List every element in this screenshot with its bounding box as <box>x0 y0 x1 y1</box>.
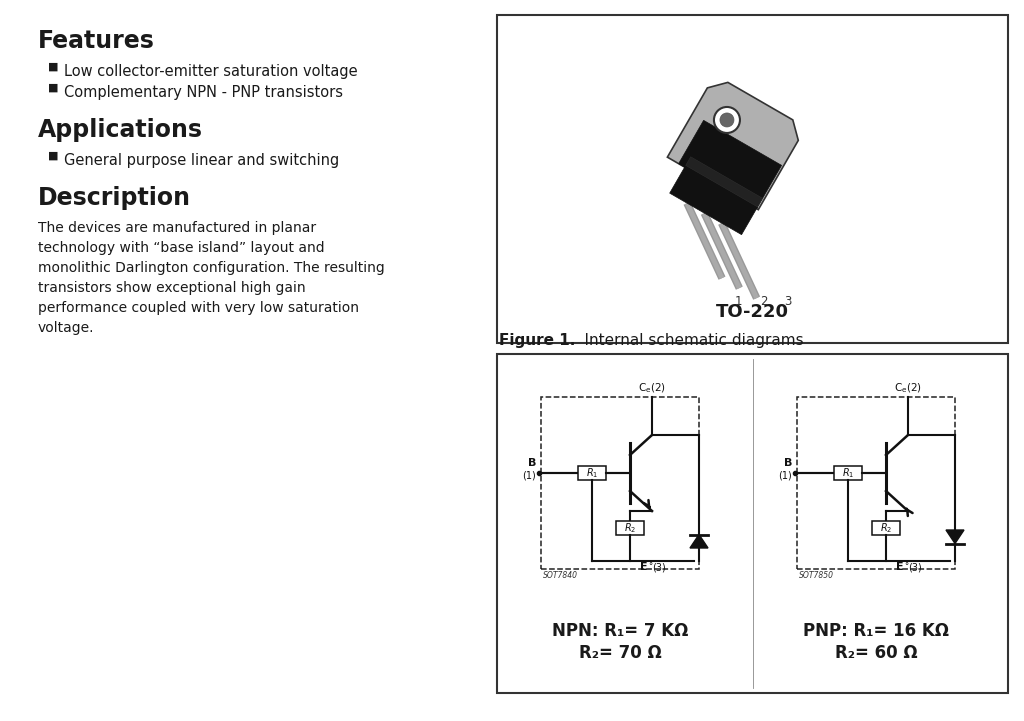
Text: Low collector-emitter saturation voltage: Low collector-emitter saturation voltage <box>63 64 357 79</box>
Text: R₂= 60 Ω: R₂= 60 Ω <box>835 644 918 662</box>
Polygon shape <box>679 120 781 208</box>
Text: Applications: Applications <box>38 118 203 142</box>
Bar <box>797 397 955 569</box>
Text: ■: ■ <box>48 151 58 161</box>
Text: (3): (3) <box>652 562 666 572</box>
Text: TO-220: TO-220 <box>716 303 790 321</box>
Text: Internal schematic diagrams: Internal schematic diagrams <box>565 333 804 348</box>
Text: The devices are manufactured in planar
technology with “base island” layout and
: The devices are manufactured in planar t… <box>38 221 385 335</box>
Text: °: ° <box>648 562 652 571</box>
Text: $R_1$: $R_1$ <box>842 466 854 480</box>
Polygon shape <box>690 534 708 548</box>
Text: B: B <box>527 458 536 468</box>
Text: NPN: R₁= 7 KΩ: NPN: R₁= 7 KΩ <box>552 622 688 640</box>
Text: (3): (3) <box>908 562 922 572</box>
Circle shape <box>720 113 734 127</box>
Bar <box>872 521 900 535</box>
Text: $R_2$: $R_2$ <box>880 521 892 535</box>
Bar <box>834 466 862 480</box>
Text: 2: 2 <box>760 295 768 308</box>
Bar <box>541 397 699 569</box>
Text: 3: 3 <box>784 295 792 308</box>
Text: $\mathregular{C_e}$(2): $\mathregular{C_e}$(2) <box>638 381 666 395</box>
Text: $\mathregular{C_e}$(2): $\mathregular{C_e}$(2) <box>894 381 922 395</box>
Text: E: E <box>640 562 647 572</box>
Bar <box>578 466 606 480</box>
Text: (1): (1) <box>522 470 536 480</box>
Text: $R_1$: $R_1$ <box>586 466 598 480</box>
Polygon shape <box>670 165 758 234</box>
Text: Features: Features <box>38 29 155 53</box>
Text: (1): (1) <box>778 470 792 480</box>
Text: SOT7840: SOT7840 <box>543 571 578 580</box>
Text: SOT7850: SOT7850 <box>799 571 834 580</box>
Bar <box>616 521 644 535</box>
Bar <box>497 15 1008 343</box>
Bar <box>497 354 1008 693</box>
Text: E: E <box>896 562 903 572</box>
Text: PNP: R₁= 16 KΩ: PNP: R₁= 16 KΩ <box>803 622 949 640</box>
Text: B: B <box>783 458 792 468</box>
Text: Description: Description <box>38 186 191 210</box>
Text: Complementary NPN - PNP transistors: Complementary NPN - PNP transistors <box>63 85 343 100</box>
Text: 1: 1 <box>734 295 741 308</box>
Text: $R_2$: $R_2$ <box>624 521 636 535</box>
Polygon shape <box>686 156 763 207</box>
Text: ■: ■ <box>48 62 58 72</box>
Circle shape <box>714 107 740 133</box>
Text: Figure 1.: Figure 1. <box>499 333 575 348</box>
Text: °: ° <box>904 562 908 571</box>
Polygon shape <box>946 530 964 544</box>
Text: R₂= 70 Ω: R₂= 70 Ω <box>579 644 662 662</box>
Text: General purpose linear and switching: General purpose linear and switching <box>63 153 339 168</box>
Polygon shape <box>668 82 799 210</box>
Text: ■: ■ <box>48 83 58 93</box>
